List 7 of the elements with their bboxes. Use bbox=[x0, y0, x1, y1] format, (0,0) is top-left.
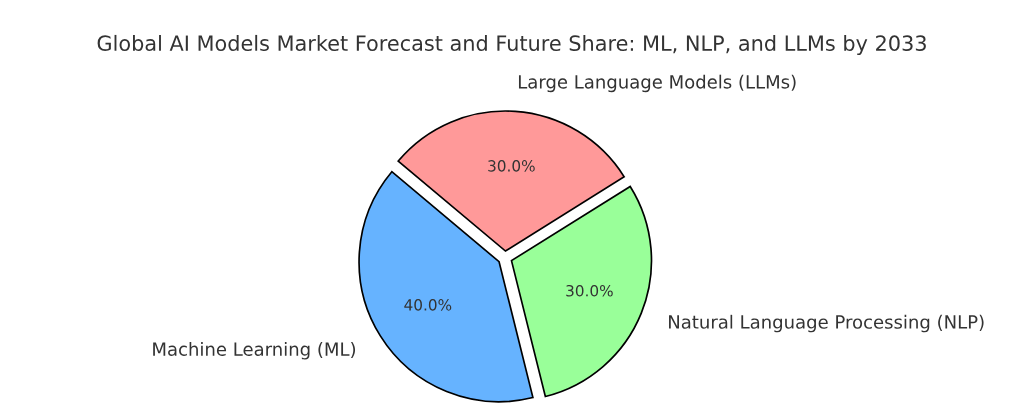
data-label: 40.0% bbox=[404, 299, 452, 311]
slice-label: Machine Learning (ML) bbox=[153, 342, 356, 360]
slice-label: Large Language Models (LLMs) bbox=[518, 74, 796, 93]
chart-title: Global AI Models Market Forecast and Future Share: ML, NLP, and LLMs by 2033 bbox=[97, 34, 926, 56]
slice-label: Natural Language Processing (NLP) bbox=[669, 314, 984, 333]
data-label: 30.0% bbox=[488, 160, 535, 172]
data-label: 30.0% bbox=[566, 284, 613, 297]
